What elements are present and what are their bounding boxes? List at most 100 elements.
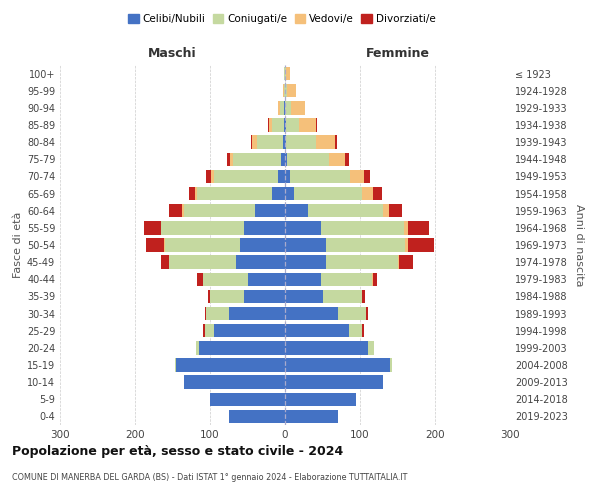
- Bar: [349, 324, 362, 338]
- Text: Popolazione per età, sesso e stato civile - 2024: Popolazione per età, sesso e stato civil…: [12, 445, 343, 458]
- Bar: [323, 290, 361, 303]
- Bar: [399, 256, 413, 269]
- Bar: [326, 238, 405, 252]
- Bar: [362, 324, 364, 338]
- Bar: [197, 272, 203, 286]
- Bar: [389, 204, 402, 218]
- Bar: [285, 358, 390, 372]
- Bar: [210, 290, 244, 303]
- Bar: [257, 136, 283, 149]
- Bar: [345, 152, 349, 166]
- Bar: [203, 272, 248, 286]
- Bar: [230, 152, 233, 166]
- Bar: [372, 272, 373, 286]
- Bar: [144, 221, 161, 234]
- Bar: [285, 152, 287, 166]
- Bar: [350, 170, 364, 183]
- Bar: [383, 204, 389, 218]
- Bar: [373, 272, 377, 286]
- Bar: [146, 238, 164, 252]
- Bar: [229, 307, 285, 320]
- Bar: [405, 238, 408, 252]
- Bar: [210, 392, 285, 406]
- Bar: [285, 204, 308, 218]
- Bar: [294, 187, 361, 200]
- Bar: [285, 410, 337, 423]
- Bar: [284, 101, 285, 114]
- Bar: [208, 290, 210, 303]
- Bar: [284, 118, 285, 132]
- Bar: [281, 152, 285, 166]
- Bar: [321, 272, 372, 286]
- Bar: [196, 341, 199, 354]
- Bar: [404, 221, 408, 234]
- Bar: [236, 256, 285, 269]
- Bar: [329, 152, 345, 166]
- Bar: [287, 84, 296, 98]
- Bar: [214, 170, 277, 183]
- Bar: [233, 152, 281, 166]
- Bar: [285, 290, 323, 303]
- Bar: [205, 324, 214, 338]
- Bar: [184, 204, 255, 218]
- Bar: [364, 170, 370, 183]
- Bar: [175, 358, 176, 372]
- Bar: [285, 221, 321, 234]
- Bar: [165, 238, 240, 252]
- Bar: [398, 256, 399, 269]
- Bar: [169, 256, 236, 269]
- Bar: [285, 324, 349, 338]
- Bar: [321, 221, 404, 234]
- Text: Femmine: Femmine: [365, 47, 430, 60]
- Bar: [269, 118, 272, 132]
- Bar: [285, 170, 290, 183]
- Bar: [277, 101, 280, 114]
- Bar: [164, 238, 165, 252]
- Legend: Celibi/Nubili, Coniugati/e, Vedovi/e, Divorziati/e: Celibi/Nubili, Coniugati/e, Vedovi/e, Di…: [124, 10, 440, 29]
- Bar: [373, 187, 382, 200]
- Bar: [290, 170, 350, 183]
- Bar: [169, 204, 182, 218]
- Bar: [161, 256, 169, 269]
- Bar: [285, 307, 337, 320]
- Bar: [285, 136, 286, 149]
- Bar: [284, 84, 285, 98]
- Bar: [184, 376, 285, 389]
- Bar: [286, 67, 290, 80]
- Bar: [199, 341, 285, 354]
- Bar: [195, 187, 197, 200]
- Bar: [252, 136, 257, 149]
- Bar: [361, 187, 373, 200]
- Bar: [211, 170, 214, 183]
- Bar: [283, 84, 284, 98]
- Bar: [229, 410, 285, 423]
- Bar: [255, 204, 285, 218]
- Bar: [272, 118, 284, 132]
- Bar: [283, 136, 285, 149]
- Bar: [277, 170, 285, 183]
- Bar: [337, 307, 366, 320]
- Bar: [285, 392, 356, 406]
- Bar: [284, 67, 285, 80]
- Bar: [240, 238, 285, 252]
- Bar: [408, 221, 429, 234]
- Bar: [285, 341, 367, 354]
- Bar: [271, 187, 285, 200]
- Bar: [268, 118, 269, 132]
- Bar: [182, 204, 184, 218]
- Bar: [206, 307, 229, 320]
- Y-axis label: Anni di nascita: Anni di nascita: [574, 204, 584, 286]
- Bar: [248, 272, 285, 286]
- Bar: [316, 136, 335, 149]
- Bar: [390, 358, 392, 372]
- Text: COMUNE DI MANERBA DEL GARDA (BS) - Dati ISTAT 1° gennaio 2024 - Elaborazione TUT: COMUNE DI MANERBA DEL GARDA (BS) - Dati …: [12, 472, 407, 482]
- Bar: [285, 118, 286, 132]
- Bar: [286, 136, 316, 149]
- Bar: [361, 290, 362, 303]
- Bar: [244, 290, 285, 303]
- Bar: [408, 238, 434, 252]
- Bar: [308, 204, 383, 218]
- Bar: [244, 221, 285, 234]
- Y-axis label: Fasce di età: Fasce di età: [13, 212, 23, 278]
- Bar: [280, 101, 284, 114]
